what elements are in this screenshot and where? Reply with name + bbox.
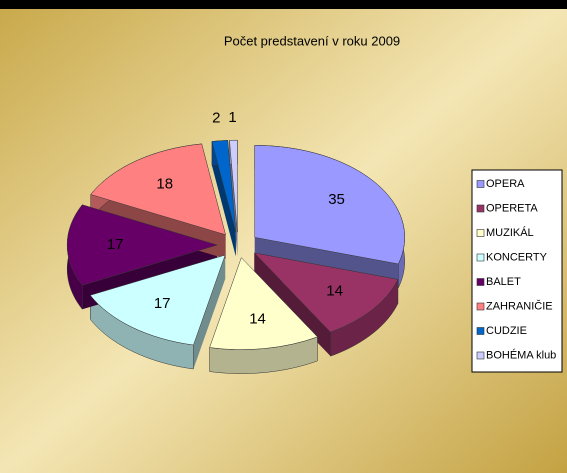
data-label: 1 <box>228 109 236 126</box>
legend-label: BOHÉMA klub <box>486 348 556 361</box>
top-border <box>0 0 567 9</box>
data-label: 17 <box>107 236 124 253</box>
slice <box>229 139 238 233</box>
legend-swatch <box>476 302 485 311</box>
data-label: 14 <box>326 283 343 300</box>
slice <box>211 140 237 233</box>
legend-swatch <box>476 253 485 262</box>
legend-label: KONCERTY <box>486 251 548 263</box>
legend-label: MUZIKÁL <box>486 226 534 239</box>
slice <box>89 254 226 346</box>
legend-swatch <box>476 204 485 213</box>
data-label: 35 <box>328 191 345 208</box>
legend-label: CUDZIE <box>486 325 527 337</box>
slice <box>253 252 399 333</box>
slice <box>66 204 219 286</box>
legend-label: OPERETA <box>486 202 538 214</box>
legend-label: BALET <box>486 276 521 288</box>
data-label: 18 <box>156 175 173 192</box>
chart-title: Počet predstavení v roku 2009 <box>224 33 400 48</box>
legend-swatch <box>476 180 485 188</box>
slice <box>209 257 318 350</box>
legend-swatch <box>476 351 485 360</box>
slice-side <box>211 141 236 257</box>
slice <box>90 143 226 236</box>
legend-swatch <box>476 327 485 335</box>
data-label: 17 <box>154 295 171 312</box>
legend-swatch <box>476 229 485 237</box>
data-label: 2 <box>212 110 220 127</box>
legend-label: OPERA <box>486 178 525 190</box>
legend-label: ZAHRANIČIE <box>486 299 553 312</box>
legend <box>471 169 563 373</box>
slice <box>254 145 405 265</box>
data-label: 14 <box>249 310 266 327</box>
slice-side <box>193 255 226 369</box>
legend-swatch <box>476 278 485 286</box>
